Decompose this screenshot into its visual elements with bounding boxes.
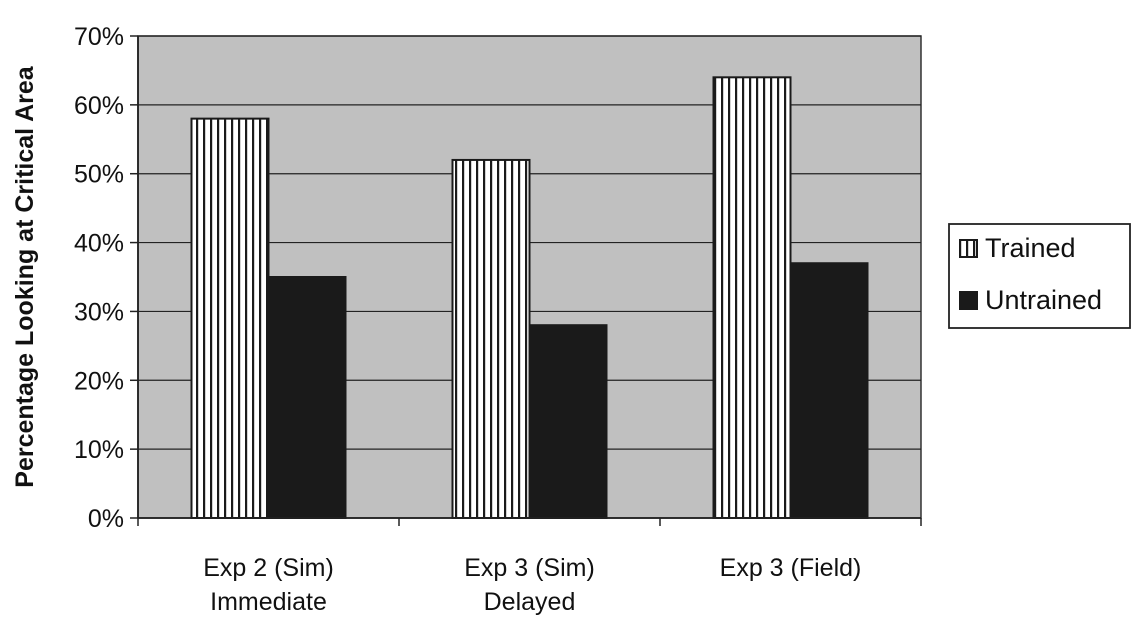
bar-untrained [789, 262, 869, 519]
bar-untrained [528, 324, 608, 520]
y-tick-label: 10% [74, 436, 124, 464]
y-tick-label: 60% [74, 92, 124, 120]
bar-untrained [267, 276, 347, 519]
bar-trained [712, 76, 792, 519]
x-tick-label: Exp 3 (Sim) Delayed [464, 554, 595, 616]
y-tick-label: 50% [74, 161, 124, 189]
y-tick-labels: 0% 10% 20% 30% 40% 50% 60% 70% [74, 23, 124, 533]
legend: Trained Untrained [948, 223, 1131, 329]
legend-box [948, 223, 1131, 329]
y-tick-label: 70% [74, 23, 124, 51]
legend-swatch-untrained [959, 291, 978, 310]
x-tick-label: Exp 3 (Field) [720, 554, 862, 582]
axes [130, 35, 922, 526]
legend-label-untrained: Untrained [985, 285, 1102, 315]
y-tick-label: 0% [88, 505, 124, 533]
bar-trained [190, 117, 270, 519]
legend-swatch-trained [959, 239, 978, 258]
x-tick-label: Exp 2 (Sim) Immediate [203, 554, 334, 616]
y-axis-title: Percentage Looking at Critical Area [11, 65, 39, 488]
y-tick-label: 20% [74, 367, 124, 395]
bars [190, 76, 869, 520]
y-tick-label: 40% [74, 230, 124, 258]
x-tick-labels: Exp 2 (Sim) Immediate Exp 3 (Sim) Delayed Ex… [203, 554, 861, 616]
y-tick-label: 30% [74, 298, 124, 326]
bar-trained [451, 158, 531, 519]
legend-label-trained: Trained [985, 233, 1076, 263]
